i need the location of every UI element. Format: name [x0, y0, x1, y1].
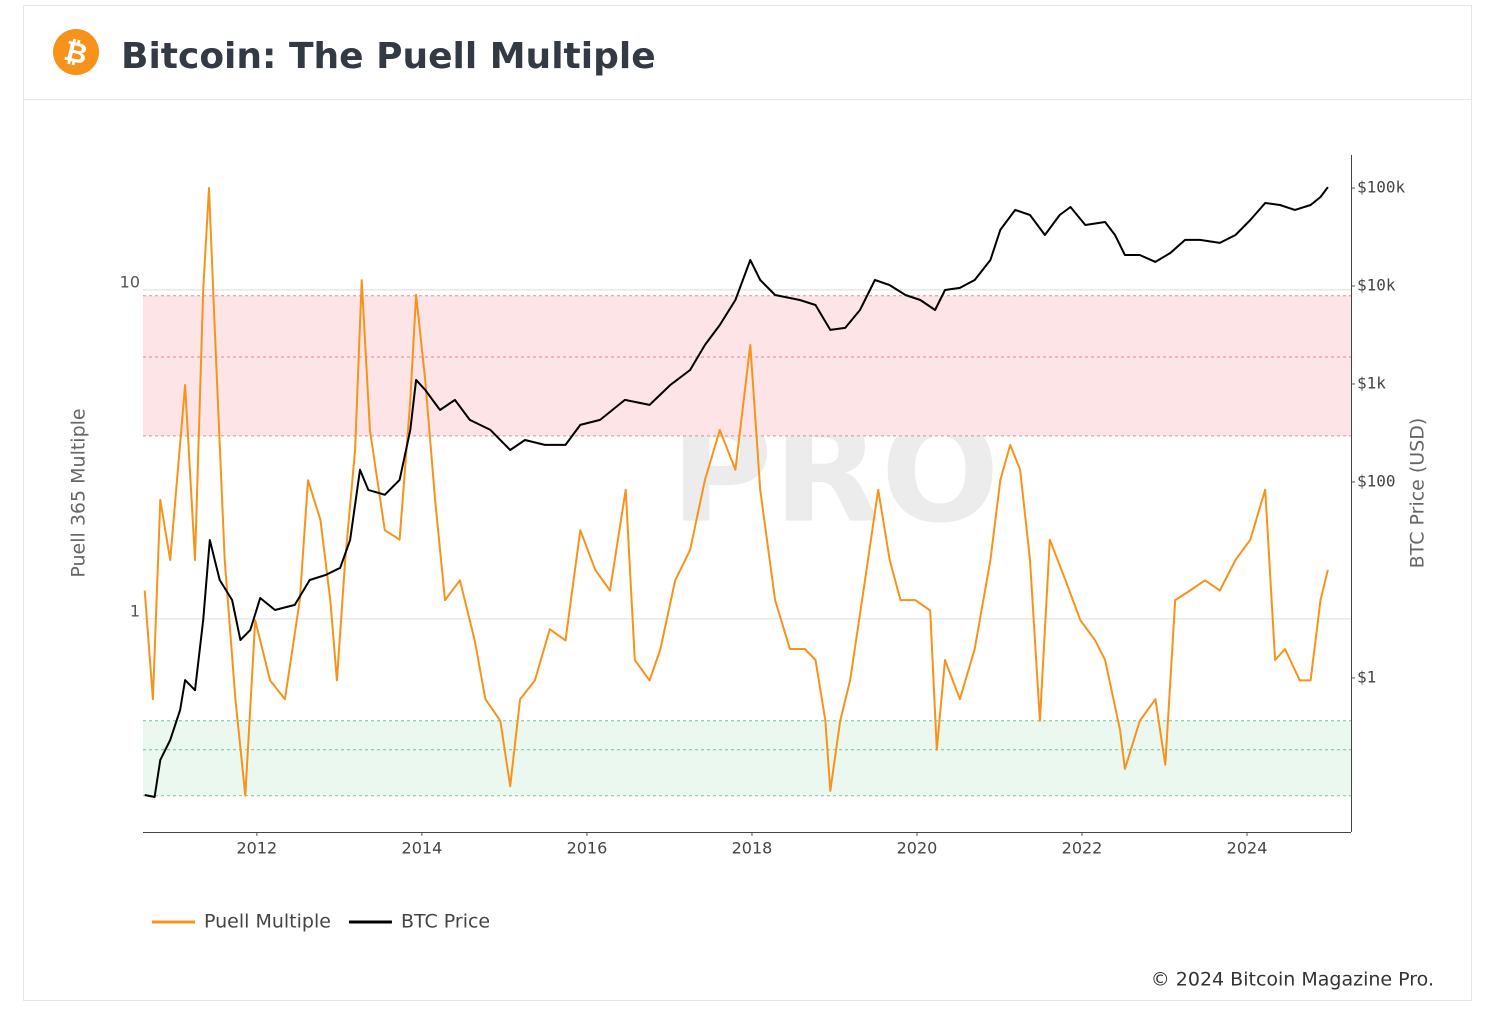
legend-label: Puell Multiple: [204, 911, 331, 933]
series-line: [143, 187, 1329, 797]
bitcoin-icon: ₿: [53, 29, 99, 75]
copyright: © 2024 Bitcoin Magazine Pro.: [1151, 969, 1434, 991]
series-line: [144, 186, 1329, 798]
legend-label: BTC Price: [401, 911, 490, 933]
x-tick-label: 2020: [897, 839, 938, 858]
x-tick-label: 2024: [1227, 839, 1268, 858]
x-tick-label: 2016: [567, 839, 608, 858]
y2-tick-label: $1k: [1357, 373, 1386, 392]
y2-axis-title: BTC Price (USD): [1407, 418, 1429, 569]
y2-tick-label: $1: [1357, 667, 1376, 686]
page-title: Bitcoin: The Puell Multiple: [121, 36, 656, 77]
x-tick-label: 2018: [732, 839, 773, 858]
y2-tick-label: $100: [1357, 471, 1396, 490]
x-tick-label: 2022: [1062, 839, 1103, 858]
y-tick-label: 1: [130, 601, 140, 620]
y-axis-title: Puell 365 Multiple: [68, 408, 90, 577]
x-tick-label: 2014: [402, 839, 443, 858]
card: [23, 5, 1472, 1001]
y-tick-label: 10: [120, 272, 140, 291]
y2-tick-label: $10k: [1357, 275, 1396, 294]
plot-area: 1 10 $1 $100 $1k $10k $100k 2012 2014 2016 2018 202…: [68, 155, 1429, 933]
legend-item: BTC Price: [348, 911, 490, 933]
y2-tick-label: $100k: [1357, 177, 1406, 196]
x-tick-label: 2012: [237, 839, 278, 858]
legend-item: Puell Multiple: [152, 911, 331, 933]
zone-band: [143, 720, 1351, 796]
